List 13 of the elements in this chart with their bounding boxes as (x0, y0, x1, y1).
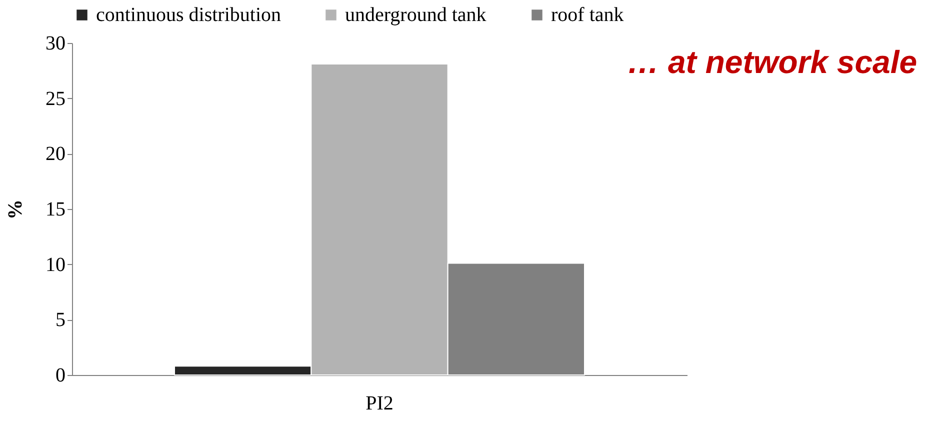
y-tick-label: 10 (46, 254, 66, 276)
y-tick-label: 5 (56, 309, 66, 332)
x-tick-label: PI2 (366, 392, 394, 414)
y-axis-title: % (4, 200, 26, 220)
y-tick-label: 0 (56, 364, 66, 386)
legend-label: underground tank (345, 4, 486, 26)
y-tick-label: 25 (46, 88, 66, 110)
y-tick-label: 15 (46, 198, 66, 220)
annotation: … at network scale (627, 44, 917, 80)
legend-label: roof tank (551, 4, 624, 26)
y-tick-label: 20 (46, 143, 66, 166)
y-tick-label: 30 (46, 32, 66, 54)
legend-label: continuous distribution (96, 4, 281, 26)
